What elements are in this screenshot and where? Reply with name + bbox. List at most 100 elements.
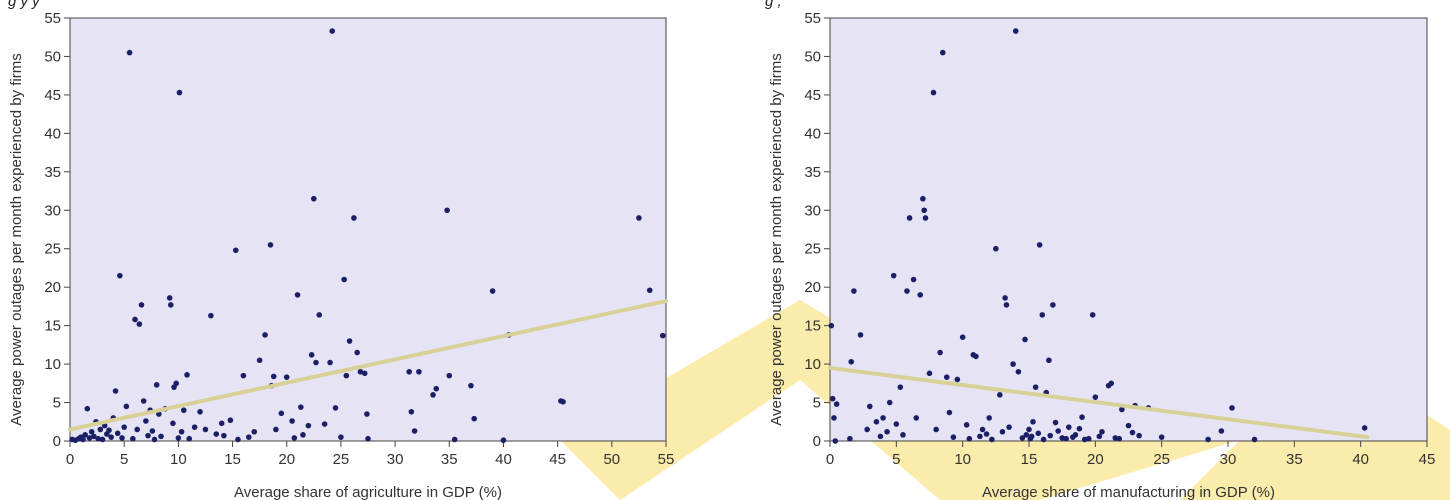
data-point — [270, 373, 277, 380]
data-point — [218, 420, 225, 427]
data-point — [489, 288, 496, 294]
data-point — [235, 436, 241, 443]
data-point — [1205, 436, 1211, 443]
data-point — [1361, 425, 1368, 431]
data-point — [1129, 429, 1136, 436]
data-point — [937, 349, 943, 356]
y-tick-label: 40 — [44, 125, 61, 142]
x-tick-label: 10 — [954, 451, 971, 468]
x-tick-label: 20 — [1087, 451, 1104, 468]
y-tick-label: 50 — [44, 48, 61, 65]
data-point — [867, 403, 873, 410]
data-point — [1027, 435, 1034, 442]
trend-line — [68, 299, 668, 432]
data-point — [149, 428, 156, 434]
data-point — [977, 433, 983, 440]
data-point — [922, 215, 929, 221]
data-point — [305, 422, 312, 429]
data-point — [1035, 430, 1042, 437]
data-point — [357, 368, 364, 375]
y-tick-label: 30 — [44, 202, 61, 219]
x-tick-label: 35 — [441, 451, 458, 468]
data-point — [175, 435, 182, 441]
data-point — [636, 215, 642, 221]
data-point — [880, 415, 886, 421]
data-point — [313, 359, 319, 366]
y-tick-label: 5 — [53, 395, 61, 412]
x-axis-label: Average share of agriculture in GDP (%) — [234, 484, 502, 500]
data-point — [136, 321, 143, 327]
y-tick-label: 0 — [53, 433, 61, 450]
data-point — [917, 292, 924, 298]
data-point — [877, 433, 884, 440]
data-point — [1055, 428, 1061, 434]
data-point — [500, 437, 507, 444]
data-point — [327, 359, 333, 366]
data-point — [451, 436, 458, 443]
data-point — [444, 207, 450, 214]
data-point — [197, 408, 203, 415]
data-point — [993, 245, 999, 252]
data-point — [341, 276, 347, 283]
data-point — [468, 382, 474, 389]
data-point — [112, 388, 119, 394]
data-point — [251, 428, 258, 435]
data-point — [939, 49, 946, 56]
data-point — [1047, 432, 1054, 439]
data-point — [332, 405, 339, 411]
data-point — [1108, 380, 1115, 387]
data-point — [246, 434, 252, 440]
data-point — [321, 421, 328, 427]
data-point — [979, 426, 986, 433]
x-tick-label: 5 — [892, 451, 900, 468]
data-point — [926, 370, 933, 377]
data-point — [186, 435, 192, 442]
plot-area — [829, 17, 1428, 442]
data-point — [1006, 424, 1012, 430]
data-point — [88, 428, 95, 435]
data-point — [1030, 418, 1036, 425]
data-point — [411, 428, 418, 434]
data-point — [1002, 295, 1008, 301]
y-tick-label: 15 — [44, 318, 61, 335]
chart-agriculture: g y y 0 5 10 15 20 25 30 35 40 45 50 55 0 5 10 15 20 25 30… — [0, 0, 700, 500]
data-point — [346, 338, 353, 344]
data-point — [82, 432, 88, 438]
agriculture-scatter-plot: 0 5 10 15 20 25 30 35 40 45 50 55 0 5 10 15 20 25 30 35 40 45… — [8, 10, 674, 500]
data-point — [1076, 425, 1083, 432]
data-point — [848, 358, 855, 365]
data-point — [828, 322, 835, 329]
data-point — [300, 432, 306, 438]
data-point — [913, 415, 920, 421]
data-point — [121, 424, 127, 430]
data-point — [97, 426, 104, 433]
data-point — [84, 405, 91, 412]
data-point — [80, 436, 86, 443]
data-point — [833, 401, 840, 407]
data-point — [1158, 434, 1165, 440]
data-point — [983, 431, 990, 437]
data-point — [106, 427, 112, 434]
x-tick-label: 5 — [120, 451, 128, 468]
data-point — [471, 415, 477, 422]
data-point — [316, 312, 323, 318]
x-tick-label: 0 — [66, 451, 74, 468]
data-point — [202, 426, 209, 433]
data-point — [1052, 419, 1059, 426]
y-tick-label: 10 — [804, 356, 821, 373]
x-tick-label: 0 — [826, 451, 834, 468]
data-point — [114, 430, 121, 437]
y-tick-label: 45 — [44, 87, 61, 104]
data-point — [999, 428, 1006, 435]
data-point — [920, 195, 926, 202]
data-point — [873, 418, 880, 425]
data-point — [430, 392, 436, 398]
data-point — [1218, 428, 1225, 434]
data-point — [311, 195, 317, 202]
data-point — [283, 374, 290, 380]
data-point — [884, 428, 890, 435]
data-point — [108, 434, 114, 440]
data-point — [886, 399, 893, 406]
y-tick-label: 40 — [804, 125, 821, 142]
data-point — [408, 408, 415, 415]
